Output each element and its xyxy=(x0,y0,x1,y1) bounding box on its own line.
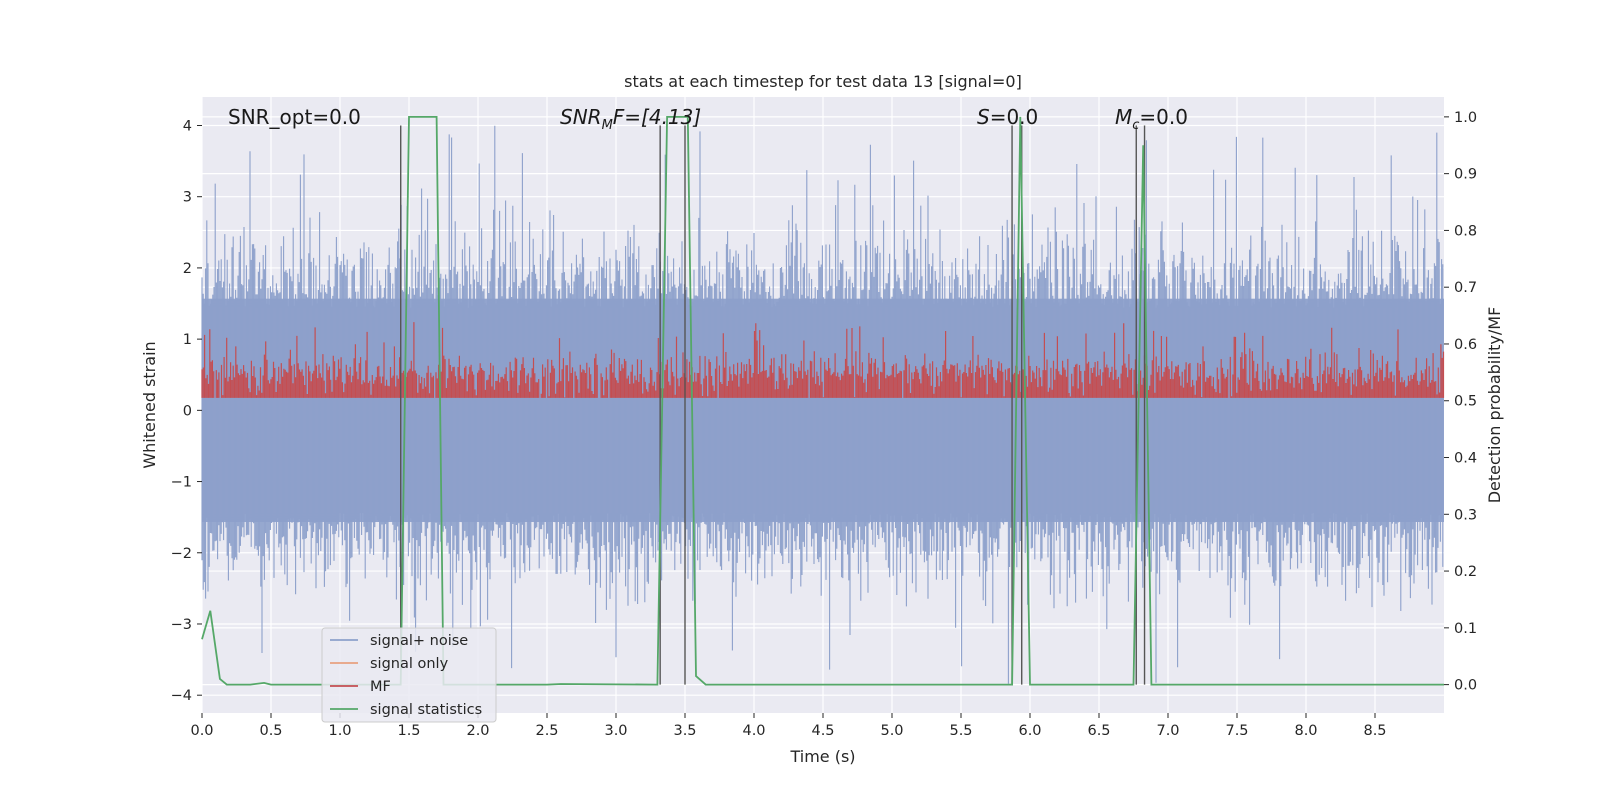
y-left-tick-label-8: −4 xyxy=(171,688,192,704)
x-tick-label-12: 6.0 xyxy=(1018,723,1041,739)
y-left-tick-label-2: 2 xyxy=(183,261,192,277)
annotation-mc-sub: c xyxy=(1132,118,1139,133)
annotation-s-value: =0.0 xyxy=(990,105,1039,129)
y-left-tick-label-5: −1 xyxy=(171,475,192,491)
annotation-snr-mf-f: F=[4.13] xyxy=(613,105,701,129)
y-left-tick-label-4: 0 xyxy=(183,403,192,419)
x-tick-label-11: 5.5 xyxy=(949,723,972,739)
annotation-mc-symbol: M xyxy=(1115,105,1132,129)
y-right-tick-label-2: 0.8 xyxy=(1454,223,1477,239)
x-tick-label-4: 2.0 xyxy=(466,723,489,739)
signal-noise-band xyxy=(202,298,1444,523)
x-tick-label-7: 3.5 xyxy=(673,723,696,739)
y-left-tick-label-0: 4 xyxy=(183,118,192,134)
x-axis-label: Time (s) xyxy=(789,747,855,766)
legend-label-signal-statistics: signal statistics xyxy=(370,702,482,718)
chart-title: stats at each timestep for test data 13 … xyxy=(624,72,1022,91)
x-tick-label-5: 2.5 xyxy=(535,723,558,739)
x-tick-label-2: 1.0 xyxy=(328,723,351,739)
x-tick-label-16: 8.0 xyxy=(1294,723,1317,739)
annotation-mc-value: =0.0 xyxy=(1139,105,1188,129)
x-tick-label-10: 5.0 xyxy=(880,723,903,739)
x-tick-label-8: 4.0 xyxy=(742,723,765,739)
series-mf xyxy=(201,322,1445,398)
y-right-tick-label-6: 0.4 xyxy=(1454,451,1477,467)
y-left-tick-label-6: −2 xyxy=(171,546,192,562)
y-axis-label-right: Detection probability/MF xyxy=(1485,307,1504,504)
x-tick-label-9: 4.5 xyxy=(811,723,834,739)
y-right-tick-label-0: 1.0 xyxy=(1454,110,1477,126)
x-tick-label-13: 6.5 xyxy=(1087,723,1110,739)
legend-label-signal-only: signal only xyxy=(370,656,449,672)
annotation-snr-mf-snr: SNR xyxy=(560,105,602,129)
axis-ticks: 0.0 0.5 1.0 1.5 2.0 2.5 3.0 3.5 4.0 4.5 5.0 5.5 6.0 6… xyxy=(171,110,1477,739)
y-axis-label-left: Whitened strain xyxy=(140,341,159,468)
y-right-tick-label-10: 0.0 xyxy=(1454,678,1477,694)
annotation-mc: Mc=0.0 xyxy=(1115,105,1188,133)
annotation-snr-opt: SNR_opt=0.0 xyxy=(228,105,361,129)
annotation-s-symbol: S xyxy=(977,105,990,129)
x-tick-label-3: 1.5 xyxy=(397,723,420,739)
y-left-tick-label-1: 3 xyxy=(183,190,192,206)
series-signal-noise xyxy=(201,125,1444,684)
annotation-s: S=0.0 xyxy=(977,105,1038,129)
y-left-tick-label-3: 1 xyxy=(183,332,192,348)
legend: signal+ noise signal only MF signal stat… xyxy=(321,627,497,723)
legend-label-signal-noise: signal+ noise xyxy=(370,633,468,649)
y-right-tick-label-4: 0.6 xyxy=(1454,337,1477,353)
y-right-tick-label-5: 0.5 xyxy=(1454,394,1477,410)
x-tick-label-17: 8.5 xyxy=(1363,723,1386,739)
legend-label-mf: MF xyxy=(370,679,391,695)
x-tick-label-6: 3.0 xyxy=(604,723,627,739)
legend-box xyxy=(321,627,497,723)
x-tick-label-1: 0.5 xyxy=(259,723,282,739)
x-tick-label-14: 7.0 xyxy=(1156,723,1179,739)
y-right-tick-label-8: 0.2 xyxy=(1454,564,1477,580)
x-tick-label-15: 7.5 xyxy=(1225,723,1248,739)
y-right-tick-label-3: 0.7 xyxy=(1454,280,1477,296)
y-right-tick-label-1: 0.9 xyxy=(1454,167,1477,183)
annotation-snr-mf-sub: M xyxy=(602,118,613,133)
y-left-tick-label-7: −3 xyxy=(171,617,192,633)
y-right-tick-label-7: 0.3 xyxy=(1454,507,1477,523)
y-right-tick-label-9: 0.1 xyxy=(1454,621,1477,637)
annotation-snr-mf: SNRMF=[4.13] xyxy=(560,105,701,133)
mf-trace xyxy=(201,322,1445,398)
x-tick-label-0: 0.0 xyxy=(190,723,213,739)
